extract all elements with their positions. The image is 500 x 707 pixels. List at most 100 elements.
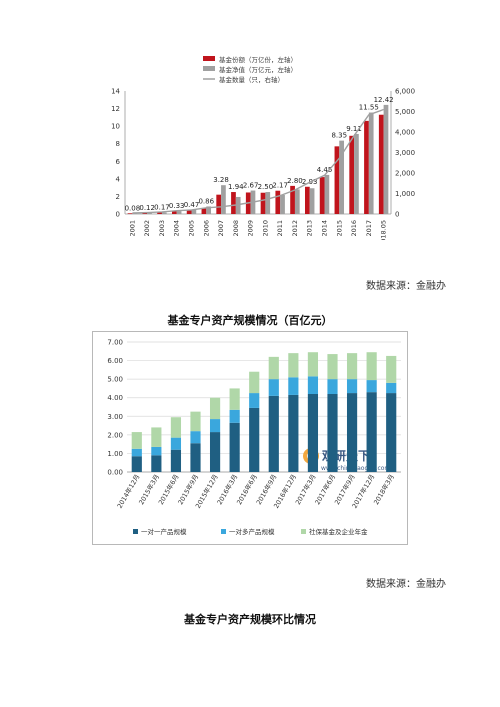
stack-segment-2: [229, 388, 240, 410]
fund-nav-bar: [132, 213, 138, 214]
fund-nav-bar: [221, 185, 226, 214]
stack-segment-1: [131, 448, 142, 457]
data-label: 2.67: [243, 182, 259, 190]
y-tick-left: 6: [116, 158, 121, 166]
fund-nav-bar: [383, 104, 389, 214]
fund-count-line: [132, 108, 384, 214]
fund-nav-bar: [368, 112, 374, 214]
stack-segment-2: [209, 397, 221, 420]
fund-nav-bar: [206, 206, 212, 214]
fund-share-bar: [349, 135, 355, 214]
fund-nav-bar: [294, 189, 300, 214]
y-tick-right: 2,000: [395, 170, 415, 178]
fund-share-bar: [304, 186, 310, 214]
x-tick: 2010: [261, 220, 269, 237]
x-tick: 2017: [365, 220, 373, 237]
y-tick: 2.00: [107, 431, 123, 439]
data-source-note-2: 数据来源：金融办: [366, 579, 446, 590]
chart1-legend: 基金份额（万亿份，左轴）基金净值（万亿元，左轴）基金数量（只，右轴）: [203, 55, 297, 84]
x-tick: 2007: [217, 220, 225, 237]
stack-segment-1: [288, 377, 299, 395]
y-tick-left: 0: [116, 211, 120, 219]
y-tick: 5.00: [107, 376, 123, 384]
x-tick: 2009: [247, 220, 255, 237]
stack-segment-1: [327, 379, 338, 394]
fund-nav-bar: [147, 212, 152, 214]
stack-segment-0: [209, 432, 221, 472]
x-tick: 2013: [306, 220, 314, 237]
y-tick-left: 14: [111, 88, 120, 96]
data-label: 2.50: [258, 183, 274, 191]
x-tick: 2012: [291, 220, 299, 237]
legend-label-2: 基金数量（只，右轴）: [219, 75, 284, 84]
special-account-chart: 0.001.002.003.004.005.006.007.00观研天下www.…: [107, 339, 401, 536]
fund-nav-bar: [339, 140, 345, 214]
y-tick-right: 0: [395, 211, 399, 219]
stack-segment-1: [151, 446, 162, 456]
fund-share-bar: [171, 211, 177, 214]
fund-share-bar: [378, 114, 384, 214]
fund-share-bar: [231, 192, 236, 214]
fund-nav-bar: [265, 192, 271, 214]
stack-segment-0: [151, 455, 162, 472]
data-label: 8.35: [331, 132, 347, 140]
fund-nav-bar: [280, 194, 285, 214]
stack-segment-1: [190, 431, 201, 444]
stack-segment-1: [346, 379, 358, 394]
stack-segment-2: [249, 371, 260, 394]
legend-swatch-1: [221, 529, 226, 534]
stack-segment-1: [386, 382, 397, 394]
chart2-legend: 一对一产品规模 一对多产品规模 社保基金及企业年金: [133, 527, 368, 536]
y-tick-left: 4: [116, 175, 121, 183]
x-tick: 2003: [158, 220, 166, 237]
legend-swatch-0: [133, 529, 138, 534]
y-tick-right: 4,000: [395, 129, 415, 137]
y-tick-right: 1,000: [395, 190, 415, 198]
fund-share-bar: [142, 212, 148, 214]
y-tick: 4.00: [107, 394, 123, 402]
stack-segment-0: [366, 392, 377, 472]
y-tick-left: 10: [111, 123, 120, 131]
stack-segment-2: [190, 411, 201, 432]
stack-segment-0: [131, 456, 142, 472]
y-tick: 6.00: [107, 357, 123, 365]
special-account-chart-frame: 0.001.002.003.004.005.006.007.00观研天下www.…: [92, 331, 408, 545]
stack-segment-0: [268, 395, 279, 472]
x-tick: 2002: [143, 220, 151, 237]
fund-share-bar: [260, 192, 266, 214]
stack-segment-1: [366, 380, 377, 393]
x-tick: 2014年12月: [115, 473, 142, 510]
legend-label-2: 社保基金及企业年金: [309, 527, 368, 536]
x-tick: 2001: [128, 220, 136, 237]
fund-share-bar: [334, 146, 340, 214]
y-tick-left: 8: [116, 140, 120, 148]
stack-segment-0: [386, 393, 397, 472]
data-label: 0.08: [125, 204, 141, 212]
stack-segment-2: [366, 352, 377, 381]
fund-share-bar: [186, 209, 192, 214]
legend-label-1: 基金净值（万亿元，左轴）: [219, 65, 297, 74]
stack-segment-2: [131, 432, 142, 449]
stack-segment-1: [249, 393, 260, 408]
data-label: 0.12: [139, 204, 155, 212]
x-tick: 2004: [173, 220, 181, 237]
stack-segment-2: [327, 354, 338, 380]
data-label: 0.33: [169, 202, 185, 210]
data-label: 0.86: [198, 197, 214, 205]
x-tick: 2016: [350, 220, 358, 237]
fund-share-bar: [319, 177, 325, 214]
stack-segment-2: [170, 417, 182, 438]
data-label: 0.47: [184, 201, 200, 209]
fund-nav-bar: [354, 133, 359, 214]
stack-segment-1: [209, 419, 221, 433]
stack-segment-0: [190, 443, 201, 472]
fund-nav-bar: [235, 196, 241, 214]
y-tick-right: 6,000: [395, 88, 415, 96]
fund-share-bar: [290, 185, 295, 214]
data-label: 1.94: [228, 183, 244, 191]
legend-swatch-0: [203, 56, 215, 61]
y-tick-right: 3,000: [395, 149, 415, 157]
legend-swatch-2: [301, 529, 306, 534]
y-tick-left: 2: [116, 193, 120, 201]
stack-segment-1: [307, 376, 319, 394]
